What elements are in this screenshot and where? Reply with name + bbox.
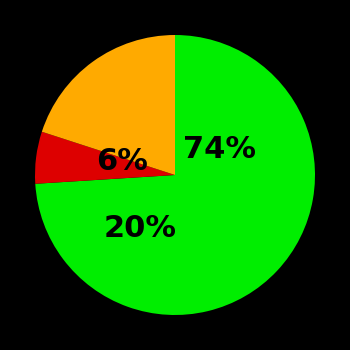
Wedge shape (35, 35, 315, 315)
Text: 20%: 20% (104, 214, 176, 243)
Wedge shape (42, 35, 175, 175)
Text: 74%: 74% (183, 135, 256, 164)
Text: 6%: 6% (96, 147, 148, 175)
Wedge shape (35, 132, 175, 184)
